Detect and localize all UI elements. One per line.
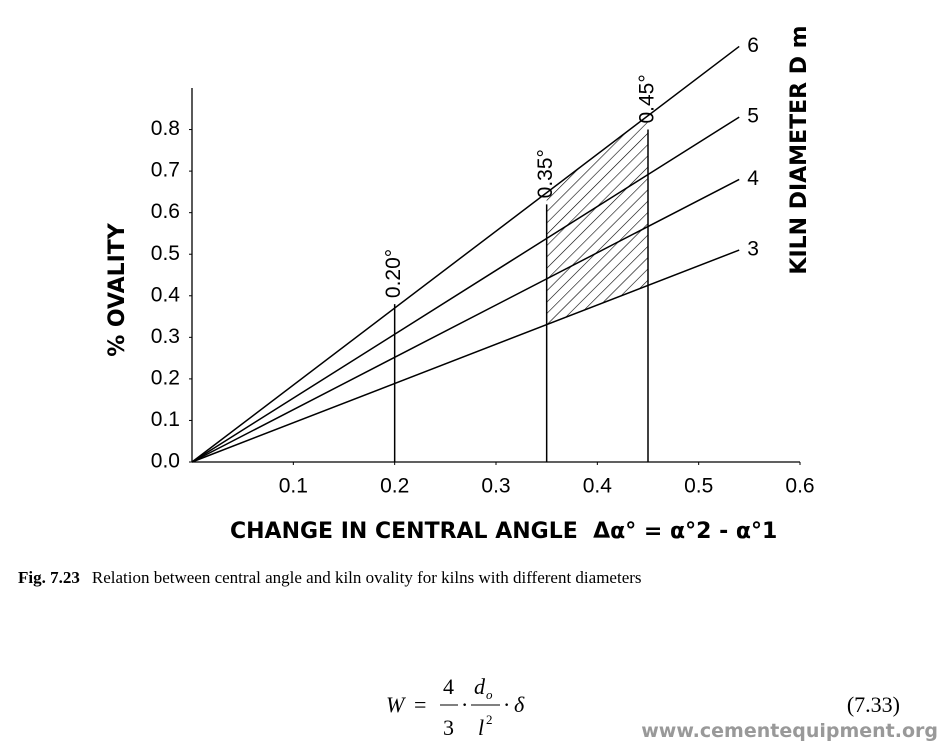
x-tick-label: 0.3 xyxy=(481,475,510,498)
eq-num: d xyxy=(474,674,486,699)
series-label: 4 xyxy=(747,167,759,190)
x-tick-label: 0.5 xyxy=(684,475,713,498)
series-line xyxy=(191,45,740,463)
equation: W = 4 3 · d o l 2 · δ (7.33) xyxy=(386,674,900,740)
hatched-region xyxy=(546,115,648,325)
eq-equals: = xyxy=(414,692,426,717)
eq-number: (7.33) xyxy=(847,692,900,717)
eq-sup: 2 xyxy=(486,712,493,727)
series-line xyxy=(191,116,740,463)
angle-label: 0.35° xyxy=(534,149,557,198)
eq-lhs: W xyxy=(386,692,406,717)
y-tick-label: 0.5 xyxy=(151,242,180,265)
x-tick-label: 0.4 xyxy=(583,475,613,498)
series-label: 5 xyxy=(747,105,759,128)
eq-num: 4 xyxy=(443,674,454,699)
series-label: 6 xyxy=(747,34,759,57)
x-tick-label: 0.6 xyxy=(785,475,814,498)
eq-delta: δ xyxy=(514,692,525,717)
y-axis-title: % OVALITY xyxy=(105,222,130,357)
eq-den: l xyxy=(478,715,484,740)
eq-dot: · xyxy=(461,692,468,717)
y-tick-label: 0.0 xyxy=(151,450,180,473)
y-tick-label: 0.6 xyxy=(151,200,180,223)
y-tick-label: 0.8 xyxy=(151,117,180,140)
eq-sub: o xyxy=(486,687,493,702)
angle-label: 0.45° xyxy=(636,74,659,123)
caption: Fig. 7.23 Relation between central angle … xyxy=(18,568,642,587)
angle-label: 0.20° xyxy=(382,249,405,298)
series-line xyxy=(191,178,740,463)
y-tick-label: 0.1 xyxy=(151,408,180,431)
caption-text: Relation between central angle and kiln … xyxy=(92,568,642,587)
series-line xyxy=(191,249,740,463)
legend-title: KILN DIAMETER D m xyxy=(787,25,812,274)
y-tick-label: 0.7 xyxy=(151,159,180,182)
eq-dot: · xyxy=(503,692,510,717)
x-tick-label: 0.1 xyxy=(279,475,308,498)
eq-den: 3 xyxy=(443,715,454,740)
y-tick-label: 0.2 xyxy=(151,366,180,389)
series-label: 3 xyxy=(747,238,759,261)
x-tick-label: 0.2 xyxy=(380,475,409,498)
y-tick-label: 0.4 xyxy=(151,283,181,306)
x-axis-title: CHANGE IN CENTRAL ANGLE Δα° = α°2 - α°1 xyxy=(230,519,777,544)
caption-label: Fig. 7.23 xyxy=(18,568,80,587)
y-tick-label: 0.3 xyxy=(151,325,180,348)
watermark: www.cementequipment.org xyxy=(641,720,938,742)
